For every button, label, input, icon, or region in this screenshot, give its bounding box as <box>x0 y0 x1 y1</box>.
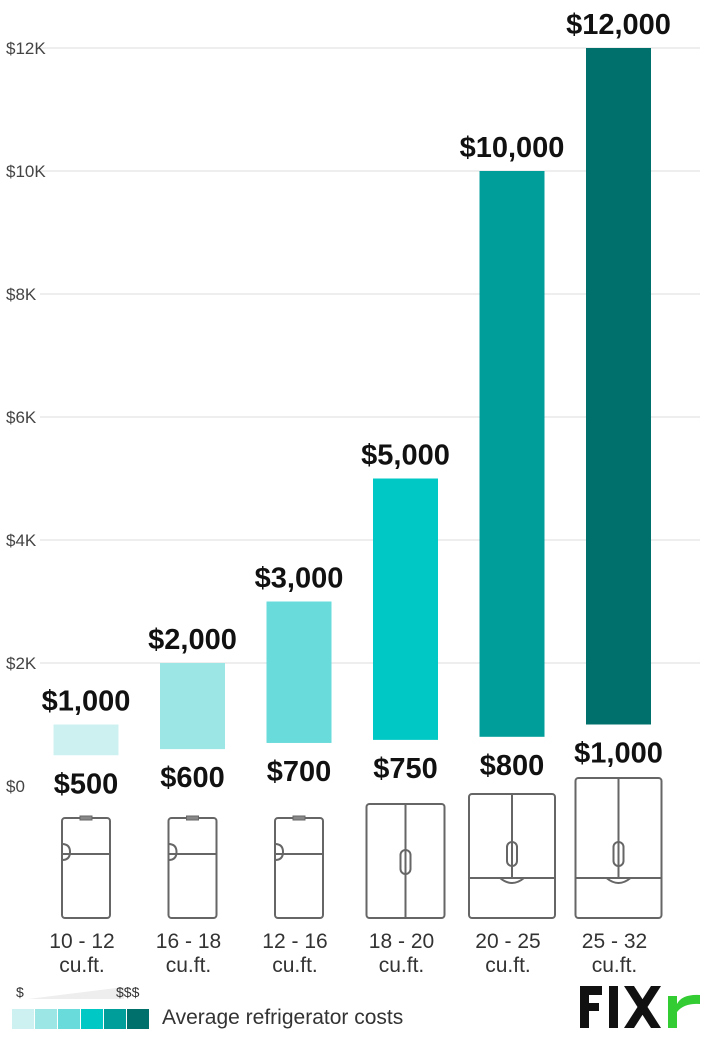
fridge-drawer-handle <box>499 877 525 884</box>
legend-high-label: $$$ <box>116 984 140 1000</box>
category-label: 16 - 18 <box>156 930 221 953</box>
legend-swatch <box>12 1009 34 1029</box>
legend-ramp-icon <box>28 987 124 999</box>
high-value-label: $1,000 <box>42 686 131 718</box>
fridge-handle <box>399 849 412 875</box>
fridge-french-door-icon <box>574 777 663 919</box>
legend-swatch <box>35 1009 57 1029</box>
fridge-side-handle <box>61 843 72 861</box>
bar <box>266 601 332 743</box>
fridge-handle <box>612 841 625 867</box>
legend-swatches <box>12 1009 150 1029</box>
fridge-top-freezer-icon <box>274 815 324 919</box>
y-tick-label: $10K <box>6 162 46 181</box>
legend-swatch <box>81 1009 103 1029</box>
category-unit-label: cu.ft. <box>592 954 638 977</box>
fridge-side-handle <box>274 843 285 861</box>
bar <box>373 478 438 740</box>
high-value-label: $12,000 <box>566 9 671 41</box>
fixr-logo-mark <box>580 986 700 1028</box>
category-unit-label: cu.ft. <box>59 954 105 977</box>
category-unit-label: cu.ft. <box>272 954 318 977</box>
fridge-drawer-handle <box>605 877 632 884</box>
fridge-top-freezer-icon <box>61 815 111 919</box>
y-tick-label: $2K <box>6 654 37 673</box>
bar <box>160 663 225 750</box>
category-label: 20 - 25 <box>475 930 540 953</box>
high-value-label: $2,000 <box>148 624 237 656</box>
bar <box>586 48 651 725</box>
fridge-top-handle <box>186 815 199 821</box>
fridge-body <box>167 817 218 919</box>
low-value-label: $600 <box>160 762 225 794</box>
y-tick-label: $12K <box>6 39 46 58</box>
fridge-top-handle <box>79 815 93 821</box>
low-value-label: $500 <box>54 768 119 800</box>
high-value-label: $3,000 <box>255 563 344 595</box>
fridge-side-handle <box>168 843 178 861</box>
category-unit-label: cu.ft. <box>485 954 531 977</box>
bar <box>53 724 119 756</box>
fridge-top-freezer-icon <box>167 815 218 919</box>
y-tick-label: $0 <box>6 777 25 796</box>
category-label: 25 - 32 <box>582 930 647 953</box>
high-value-label: $5,000 <box>361 440 450 472</box>
y-tick-label: $8K <box>6 285 37 304</box>
low-value-label: $700 <box>267 756 332 788</box>
fridge-french-door-icon <box>468 793 556 919</box>
category-unit-label: cu.ft. <box>166 954 212 977</box>
legend-low-label: $ <box>16 984 24 1000</box>
low-value-label: $750 <box>373 753 438 785</box>
legend-swatch <box>58 1009 80 1029</box>
legend-swatch <box>127 1009 149 1029</box>
fridge-top-handle <box>292 815 306 821</box>
y-tick-label: $6K <box>6 408 37 427</box>
category-unit-label: cu.ft. <box>379 954 425 977</box>
legend: $ $$$ Average refrigerator costs <box>12 984 472 1034</box>
category-label: 12 - 16 <box>262 930 327 953</box>
fixr-logo <box>578 982 704 1030</box>
high-value-label: $10,000 <box>460 132 565 164</box>
y-tick-label: $4K <box>6 531 37 550</box>
category-label: 18 - 20 <box>369 930 434 953</box>
low-value-label: $800 <box>480 750 545 782</box>
fridge-handle <box>506 841 518 867</box>
fridge-side-by-side-icon <box>365 803 446 919</box>
legend-text: Average refrigerator costs <box>162 1006 404 1029</box>
category-label: 10 - 12 <box>49 930 114 953</box>
fridge-body <box>274 817 324 919</box>
legend-swatch <box>104 1009 126 1029</box>
bar <box>479 171 545 737</box>
low-value-label: $1,000 <box>574 738 663 770</box>
fridge-body <box>61 817 111 919</box>
